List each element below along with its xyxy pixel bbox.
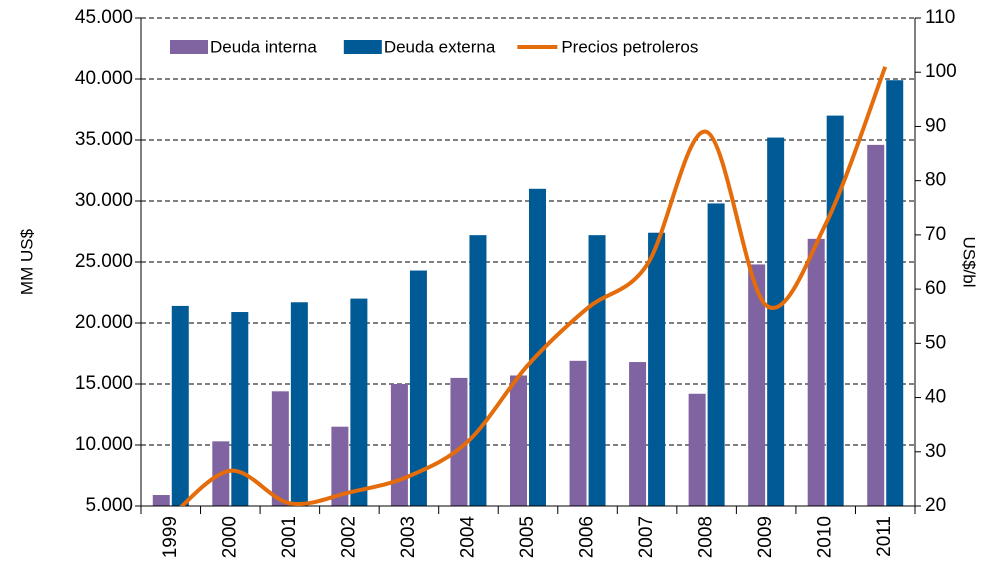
- legend-swatch: [343, 40, 382, 54]
- y2-tick-label: 40: [925, 387, 946, 408]
- bar: [629, 362, 647, 506]
- bar: [350, 298, 368, 506]
- x-tick-label: 2007: [636, 516, 657, 558]
- y2-tick-label: 100: [925, 61, 957, 82]
- y-tick-label: 30.000: [75, 190, 133, 211]
- bar: [469, 235, 487, 506]
- y2-axis-label: US$/bl: [960, 236, 979, 287]
- y2-tick-label: 50: [925, 332, 946, 353]
- y-tick-label: 20.000: [75, 312, 133, 333]
- y-tick-label: 5.000: [85, 495, 133, 516]
- bar: [826, 115, 844, 506]
- x-tick-label: 2011: [874, 516, 895, 557]
- x-tick-label: 2009: [755, 516, 776, 558]
- bar: [450, 377, 468, 506]
- y2-tick-label: 20: [925, 495, 946, 516]
- legend-label: Precios petroleros: [561, 37, 698, 56]
- x-tick-label: 2003: [398, 516, 419, 558]
- bar: [331, 426, 349, 506]
- bar: [748, 264, 766, 506]
- y-tick-label: 45.000: [75, 7, 133, 28]
- x-tick-label: 2006: [577, 516, 598, 558]
- bar: [867, 144, 885, 506]
- x-tick-label: 2000: [219, 516, 240, 558]
- x-tick-label: 2010: [815, 516, 836, 558]
- bar: [510, 375, 527, 506]
- bar: [807, 238, 825, 506]
- y2-tick-label: 60: [925, 278, 946, 299]
- bar: [152, 495, 170, 506]
- bar: [231, 312, 249, 506]
- bar: [569, 360, 587, 506]
- legend-label: Deuda interna: [210, 37, 317, 56]
- x-tick-label: 2004: [457, 516, 478, 559]
- bar: [390, 384, 408, 506]
- y-tick-label: 10.000: [75, 434, 133, 455]
- x-tick-label: 2001: [279, 516, 300, 558]
- y-tick-label: 25.000: [75, 251, 133, 272]
- x-tick-label: 1999: [160, 516, 181, 558]
- y2-tick-label: 80: [925, 170, 946, 191]
- y2-tick-label: 90: [925, 115, 946, 136]
- bar: [886, 80, 904, 506]
- y2-tick-label: 30: [925, 441, 946, 462]
- line: [179, 66, 888, 506]
- bar: [409, 270, 427, 506]
- bar: [588, 235, 606, 506]
- legend-label: Deuda externa: [384, 37, 496, 56]
- y-axis-label: MM US$: [17, 228, 36, 295]
- bar: [707, 203, 725, 506]
- bar: [688, 393, 706, 506]
- y2-tick-label: 110: [925, 7, 955, 28]
- legend-swatch: [170, 40, 208, 54]
- x-tick-label: 2002: [338, 516, 359, 558]
- y-tick-label: 35.000: [75, 129, 133, 150]
- bar: [171, 305, 189, 506]
- y-tick-label: 40.000: [75, 68, 133, 89]
- x-tick-label: 2008: [696, 516, 717, 558]
- bar: [767, 137, 785, 506]
- y-tick-label: 15.000: [75, 373, 133, 394]
- bar: [529, 188, 546, 507]
- bar: [271, 391, 289, 506]
- legend: Deuda interna Deuda externa Precios petrol…: [170, 37, 698, 56]
- y2-tick-label: 70: [925, 224, 946, 245]
- bar: [290, 302, 308, 506]
- bar: [648, 232, 666, 506]
- x-tick-label: 2005: [517, 516, 538, 558]
